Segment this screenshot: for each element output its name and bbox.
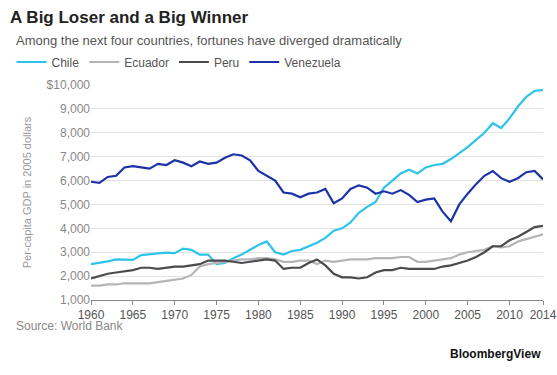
svg-text:2,000: 2,000	[60, 269, 90, 283]
svg-text:A Big Loser and a Big Winner: A Big Loser and a Big Winner	[10, 8, 249, 27]
svg-text:5,000: 5,000	[60, 198, 90, 212]
svg-text:2000: 2000	[412, 308, 439, 322]
svg-text:Peru: Peru	[214, 56, 239, 70]
svg-text:1995: 1995	[371, 308, 398, 322]
svg-text:1970: 1970	[161, 308, 188, 322]
svg-text:1,000: 1,000	[60, 293, 90, 307]
svg-text:8,000: 8,000	[60, 126, 90, 140]
svg-text:Chile: Chile	[52, 56, 80, 70]
svg-text:Among the next four countries,: Among the next four countries, fortunes …	[16, 33, 402, 48]
svg-text:Venezuela: Venezuela	[284, 56, 340, 70]
svg-text:4,000: 4,000	[60, 222, 90, 236]
svg-text:2014: 2014	[530, 308, 557, 322]
svg-text:2005: 2005	[454, 308, 481, 322]
svg-text:1985: 1985	[287, 308, 314, 322]
svg-text:1980: 1980	[245, 308, 272, 322]
svg-text:$10,000: $10,000	[47, 78, 91, 92]
svg-text:7,000: 7,000	[60, 150, 90, 164]
svg-text:1960: 1960	[78, 308, 105, 322]
svg-text:2010: 2010	[496, 308, 523, 322]
svg-text:6,000: 6,000	[60, 174, 90, 188]
svg-text:9,000: 9,000	[60, 102, 90, 116]
svg-text:1975: 1975	[203, 308, 230, 322]
svg-text:Per-capita GDP in 2005 dollars: Per-capita GDP in 2005 dollars	[21, 116, 33, 268]
svg-text:1990: 1990	[329, 308, 356, 322]
svg-text:3,000: 3,000	[60, 245, 90, 259]
svg-text:Source: World Bank: Source: World Bank	[16, 319, 123, 333]
svg-text:BloombergView: BloombergView	[450, 347, 541, 361]
svg-text:1965: 1965	[119, 308, 146, 322]
svg-text:Ecuador: Ecuador	[124, 56, 169, 70]
